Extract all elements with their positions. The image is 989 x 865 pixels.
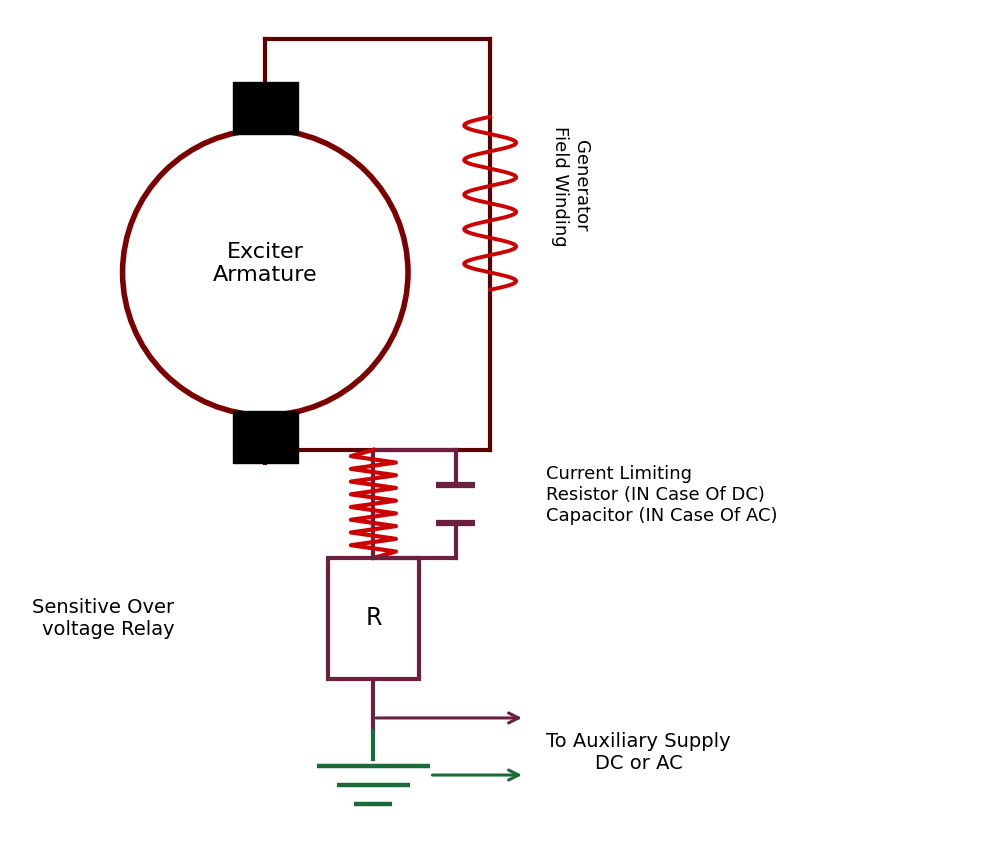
Text: Exciter
Armature: Exciter Armature <box>213 242 317 285</box>
Circle shape <box>123 130 408 415</box>
Text: To Auxiliary Supply
DC or AC: To Auxiliary Supply DC or AC <box>546 732 731 773</box>
Bar <box>328 558 418 679</box>
Text: Generator
Field Winding: Generator Field Winding <box>551 125 589 247</box>
Bar <box>232 411 298 463</box>
Text: R: R <box>365 606 382 631</box>
Text: Sensitive Over
voltage Relay: Sensitive Over voltage Relay <box>33 598 174 639</box>
Bar <box>232 82 298 134</box>
Text: Current Limiting
Resistor (IN Case Of DC)
Capacitor (IN Case Of AC): Current Limiting Resistor (IN Case Of DC… <box>546 465 778 525</box>
